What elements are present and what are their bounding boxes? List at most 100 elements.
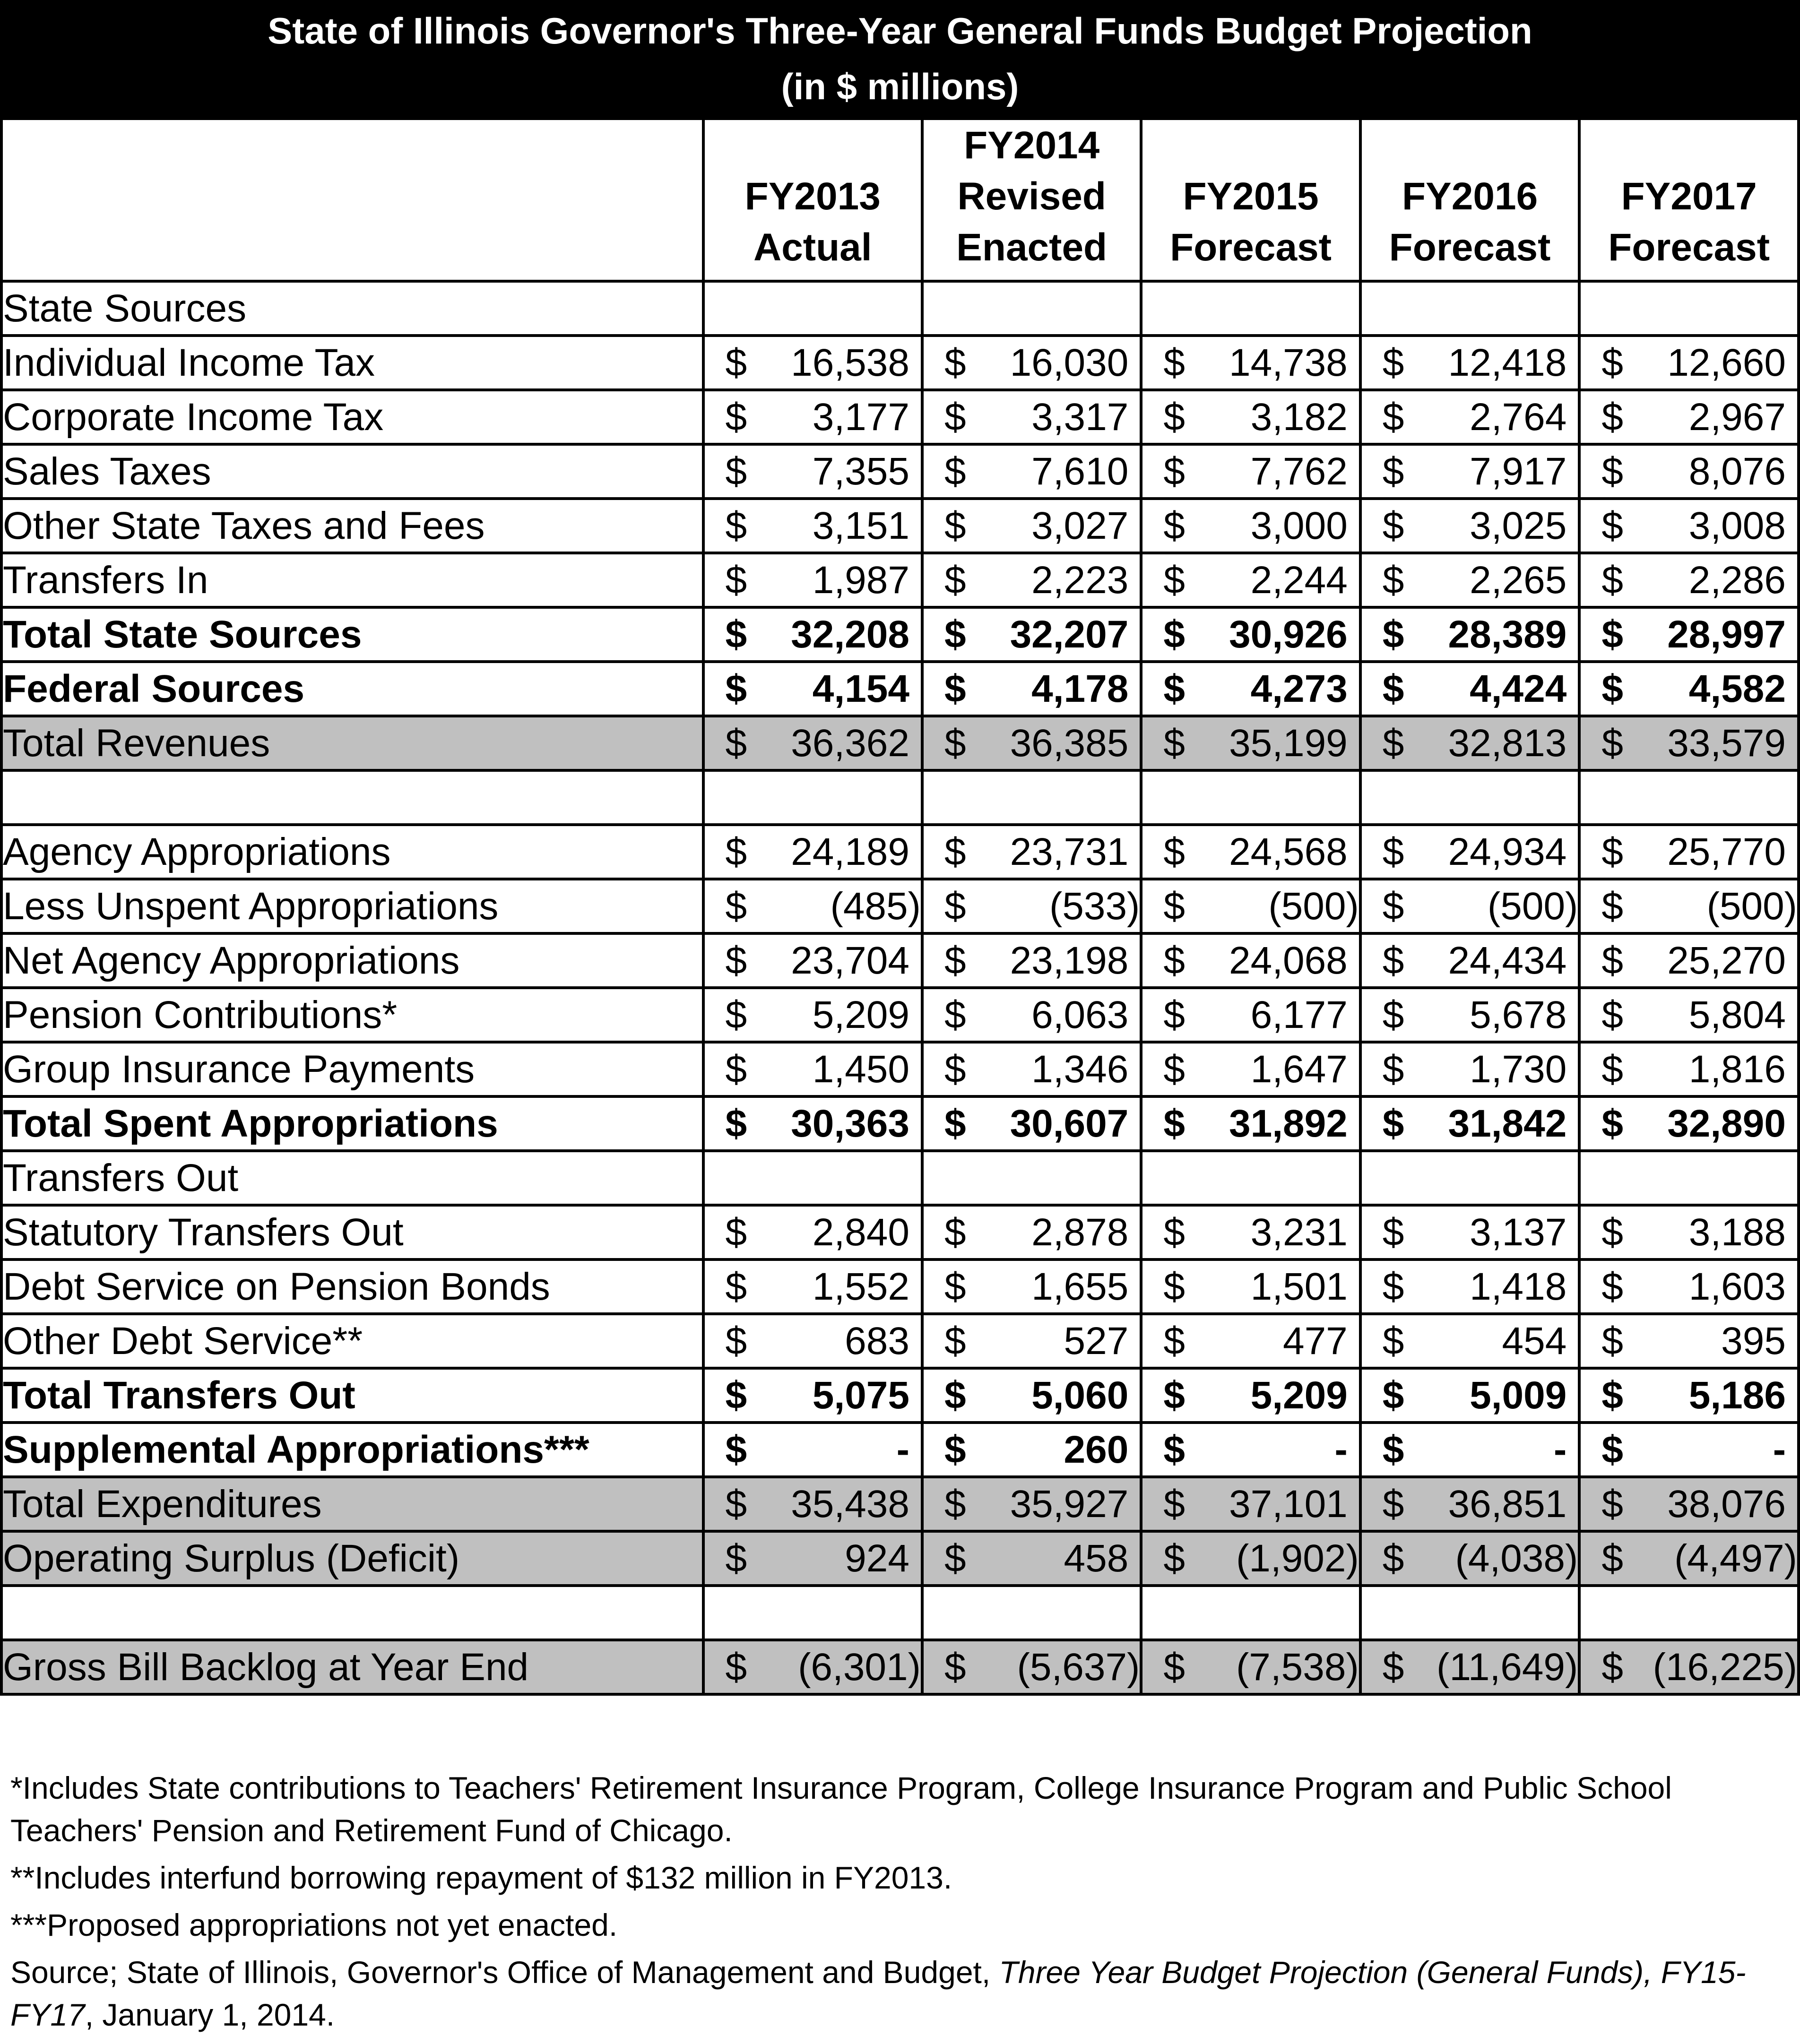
cell-amount: 25,770 <box>1667 830 1786 873</box>
value-cell-content: $ (500) <box>1144 884 1357 929</box>
cell-amount: (16,225) <box>1653 1645 1797 1689</box>
currency-symbol: $ <box>944 1428 966 1471</box>
column-header: FY2014 Revised Enacted <box>920 117 1143 283</box>
value-cell: $2,265 <box>1359 552 1581 609</box>
value-cell: $23,704 <box>701 932 924 989</box>
currency-symbol: $ <box>944 504 966 547</box>
column-header-line: Revised <box>957 175 1106 218</box>
value-cell: $5,804 <box>1578 986 1800 1044</box>
cell-amount: 5,060 <box>1031 1373 1129 1417</box>
table-row: Transfers Out <box>0 1149 1800 1207</box>
table-row: Debt Service on Pension Bonds $1,552 $1,65… <box>0 1258 1800 1315</box>
currency-symbol: $ <box>725 830 747 873</box>
value-cell: $7,355 <box>701 443 924 500</box>
cell-amount: - <box>1334 1428 1348 1471</box>
cell-amount: 4,178 <box>1031 667 1129 710</box>
value-cell: $24,934 <box>1359 823 1581 880</box>
value-cell: $30,926 <box>1140 606 1362 663</box>
currency-symbol: $ <box>725 395 747 439</box>
value-cell-content: $37,101 <box>1144 1482 1357 1527</box>
table-row: Supplemental Appropriations*** $ - $260 $ - $ -… <box>0 1421 1800 1478</box>
value-cell: $28,389 <box>1359 606 1581 663</box>
value-cell-content: $5,060 <box>925 1373 1138 1418</box>
currency-symbol: $ <box>944 1210 966 1254</box>
value-cell-content: $683 <box>706 1319 919 1363</box>
cell-amount: 3,188 <box>1688 1210 1786 1254</box>
currency-symbol: $ <box>1382 558 1404 602</box>
table-title: State of Illinois Governor's Three-Year … <box>268 10 1532 52</box>
cell-amount: 24,434 <box>1448 939 1567 982</box>
currency-symbol: $ <box>1163 1428 1185 1471</box>
column-header-line: Forecast <box>1389 226 1551 269</box>
value-cell-content: $31,892 <box>1144 1102 1357 1146</box>
column-header-line: FY2015 <box>1183 175 1319 218</box>
currency-symbol: $ <box>1382 449 1404 493</box>
value-cell: $2,840 <box>701 1204 924 1261</box>
cell-amount: 28,389 <box>1448 612 1567 656</box>
currency-symbol: $ <box>725 939 747 982</box>
cell-amount: 5,678 <box>1470 993 1567 1036</box>
currency-symbol: $ <box>1163 1102 1185 1145</box>
value-cell: $4,273 <box>1140 660 1362 717</box>
value-cell: $37,101 <box>1140 1475 1362 1533</box>
cell-amount: 16,030 <box>1010 341 1129 384</box>
value-cell: $3,188 <box>1578 1204 1800 1261</box>
budget-table: FY2013 Actual FY2014 Revised Enacted FY2015 Fo… <box>0 117 1800 1696</box>
cell-amount: 23,704 <box>791 939 909 982</box>
value-cell <box>1578 1149 1800 1207</box>
value-cell <box>920 1149 1143 1207</box>
currency-symbol: $ <box>944 830 966 873</box>
cell-amount: 3,177 <box>812 395 909 439</box>
currency-symbol: $ <box>1382 504 1404 547</box>
value-cell-content: $3,182 <box>1144 395 1357 440</box>
value-cell-content: $ (533) <box>925 884 1138 929</box>
cell-amount: 1,346 <box>1031 1047 1129 1091</box>
currency-symbol: $ <box>1163 721 1185 765</box>
cell-amount: - <box>1554 1428 1567 1471</box>
row-label: Net Agency Appropriations <box>0 932 705 989</box>
currency-symbol: $ <box>944 1102 966 1145</box>
value-cell-content: $ (500) <box>1363 884 1577 929</box>
value-cell-content: $3,231 <box>1144 1210 1357 1255</box>
cell-amount: 1,730 <box>1470 1047 1567 1091</box>
cell-amount: 395 <box>1721 1319 1786 1363</box>
value-cell: $1,418 <box>1359 1258 1581 1315</box>
value-cell-content: $ (11,649) <box>1363 1645 1577 1690</box>
value-cell-content: $25,770 <box>1582 830 1796 874</box>
cell-amount: 5,186 <box>1688 1373 1786 1417</box>
cell-amount: 527 <box>1064 1319 1129 1363</box>
row-label: Total Revenues <box>0 715 705 772</box>
currency-symbol: $ <box>1163 449 1185 493</box>
value-cell-content: $16,538 <box>706 341 919 385</box>
value-cell-content: $14,738 <box>1144 341 1357 385</box>
row-label: Pension Contributions* <box>0 986 705 1044</box>
table-row: Other Debt Service** $683 $527 $477 $454 $395 <box>0 1312 1800 1370</box>
cell-amount: 36,385 <box>1010 721 1129 765</box>
currency-symbol: $ <box>944 1482 966 1526</box>
value-cell-content: $1,647 <box>1144 1047 1357 1092</box>
value-cell: $5,060 <box>920 1367 1143 1424</box>
value-cell: $683 <box>701 1312 924 1370</box>
value-cell: $5,209 <box>701 986 924 1044</box>
value-cell: $2,967 <box>1578 388 1800 446</box>
currency-symbol: $ <box>1382 1645 1404 1689</box>
currency-symbol: $ <box>1163 504 1185 547</box>
cell-amount: (5,637) <box>1017 1645 1140 1689</box>
column-header-line: FY2016 <box>1402 175 1538 218</box>
value-cell-content: $33,579 <box>1582 721 1796 766</box>
value-cell-content: $32,207 <box>925 612 1138 657</box>
value-cell: $2,286 <box>1578 552 1800 609</box>
currency-symbol: $ <box>1163 1265 1185 1308</box>
currency-symbol: $ <box>725 1373 747 1417</box>
value-cell-content: $395 <box>1582 1319 1796 1363</box>
value-cell <box>1140 1149 1362 1207</box>
cell-amount: 4,424 <box>1470 667 1567 710</box>
value-cell-content: $5,209 <box>1144 1373 1357 1418</box>
cell-amount: 14,738 <box>1229 341 1348 384</box>
footnote-debt-service: **Includes interfund borrowing repayment… <box>10 1860 952 1895</box>
value-cell: $32,813 <box>1359 715 1581 772</box>
value-cell: $458 <box>920 1530 1143 1587</box>
cell-amount: 7,917 <box>1470 449 1567 493</box>
value-cell <box>701 769 924 826</box>
